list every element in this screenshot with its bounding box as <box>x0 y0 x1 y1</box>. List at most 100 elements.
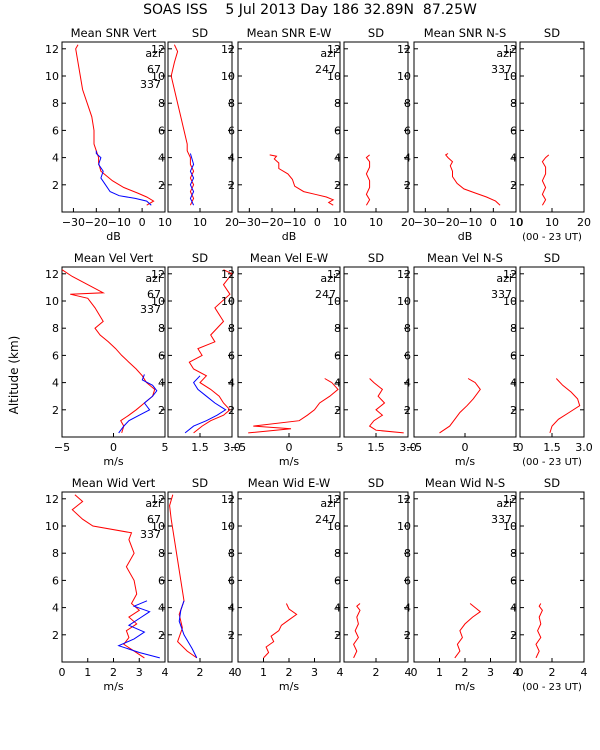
y-tick-label: 8 <box>158 97 165 110</box>
legend-title: azi <box>145 47 161 60</box>
y-tick-label: 8 <box>404 97 411 110</box>
y-tick-label: 12 <box>327 268 341 281</box>
y-tick-label: 6 <box>334 349 341 362</box>
panel-frame <box>413 41 517 213</box>
y-tick-label: 12 <box>397 493 411 506</box>
y-tick-label: 12 <box>45 43 59 56</box>
x-tick-label: 0 <box>314 216 321 229</box>
panel-title: SD <box>544 251 560 265</box>
y-tick-label: 4 <box>158 602 165 615</box>
series-line-337 <box>118 374 158 434</box>
panel-snr-4: SD 2 4 6 8 10 12 10 20 <box>327 26 415 229</box>
legend-entry: 337 <box>491 63 512 76</box>
y-tick-label: 8 <box>510 547 517 560</box>
panel-title: SD <box>192 251 208 265</box>
y-tick-label: 12 <box>397 268 411 281</box>
y-tick-label: 12 <box>151 268 165 281</box>
y-tick-label: 8 <box>228 97 235 110</box>
x-axis-label: dB <box>458 230 473 243</box>
y-tick-label: 2 <box>158 629 165 642</box>
panel-frame <box>519 266 585 438</box>
y-tick-label: 2 <box>404 629 411 642</box>
panel-frame <box>343 266 409 438</box>
y-tick-label: 2 <box>52 404 59 417</box>
series-line-247 <box>263 603 298 659</box>
x-tick-label: 10 <box>369 216 383 229</box>
x-tick-label: 20 <box>577 216 591 229</box>
legend-title: azi <box>320 497 336 510</box>
x-axis-label: m/s <box>279 680 299 693</box>
y-tick-label: 12 <box>45 268 59 281</box>
panel-title: Mean Wid E-W <box>248 476 331 490</box>
x-tick-label: 0 <box>517 441 524 454</box>
legend-title: azi <box>320 272 336 285</box>
x-tick-label: 4 <box>162 666 169 679</box>
x-axis-label: (00 - 23 UT) <box>522 457 582 468</box>
series-line-67 <box>170 44 195 206</box>
y-tick-label: 2 <box>334 404 341 417</box>
y-tick-label: 4 <box>228 602 235 615</box>
legend-entry: 337 <box>491 288 512 301</box>
x-tick-label: 0 <box>517 666 524 679</box>
series-line-337 <box>439 378 481 434</box>
y-tick-label: 4 <box>158 377 165 390</box>
y-tick-label: 2 <box>228 404 235 417</box>
panel-frame <box>343 41 409 213</box>
series-line-337 <box>535 603 543 659</box>
x-tick-label: −30 <box>238 216 261 229</box>
x-tick-label: 5 <box>337 441 344 454</box>
legend-title: azi <box>496 47 512 60</box>
y-tick-label: 8 <box>510 97 517 110</box>
x-tick-label: 0 <box>286 441 293 454</box>
y-tick-label: 2 <box>334 629 341 642</box>
figure-title: SOAS ISS 5 Jul 2013 Day 186 32.89N 87.25… <box>143 2 477 18</box>
legend-entry: 247 <box>315 288 336 301</box>
legend-title: azi <box>320 47 336 60</box>
panel-frame <box>61 41 166 213</box>
y-tick-label: 2 <box>52 179 59 192</box>
y-tick-label: 12 <box>503 268 517 281</box>
y-tick-label: 10 <box>503 70 517 83</box>
y-tick-label: 8 <box>52 97 59 110</box>
x-tick-label: 3.0 <box>223 441 241 454</box>
panel-frame <box>167 41 233 213</box>
x-tick-label: 3 <box>311 666 318 679</box>
series-line-67 <box>169 494 198 659</box>
panel-title: SD <box>368 26 384 40</box>
y-tick-label: 10 <box>221 295 235 308</box>
legend-entry: 247 <box>315 63 336 76</box>
y-tick-label: 2 <box>510 179 517 192</box>
panel-title: SD <box>544 476 560 490</box>
series-line-247 <box>365 154 371 206</box>
y-tick-label: 8 <box>228 322 235 335</box>
y-tick-label: 10 <box>503 520 517 533</box>
y-tick-label: 12 <box>503 43 517 56</box>
panel-vel-5: Mean Vel N-S 2 4 6 8 10 12 −5 0 5 m/s azi 337 <box>397 251 520 468</box>
y-tick-label: 6 <box>52 349 59 362</box>
x-tick-label: −10 <box>283 216 306 229</box>
legend-entry: 67 <box>147 63 161 76</box>
x-tick-label: 1.5 <box>191 441 209 454</box>
y-tick-label: 6 <box>334 124 341 137</box>
legend-entry: 67 <box>147 513 161 526</box>
y-axis-label: Altitude (km) <box>7 336 21 415</box>
panel-title: Mean SNR N-S <box>424 26 507 40</box>
y-tick-label: 4 <box>334 377 341 390</box>
series-line-337 <box>454 603 482 659</box>
y-tick-label: 6 <box>52 574 59 587</box>
y-tick-label: 12 <box>45 493 59 506</box>
series-line-337 <box>95 150 152 206</box>
panel-frame <box>519 491 585 663</box>
x-tick-label: 0 <box>139 216 146 229</box>
y-tick-label: 4 <box>334 602 341 615</box>
y-tick-label: 10 <box>45 70 59 83</box>
y-tick-label: 12 <box>327 43 341 56</box>
y-tick-label: 8 <box>334 322 341 335</box>
y-tick-label: 2 <box>404 404 411 417</box>
x-tick-label: 5 <box>162 441 169 454</box>
panel-frame <box>519 41 585 213</box>
x-tick-label: 3 <box>487 666 494 679</box>
